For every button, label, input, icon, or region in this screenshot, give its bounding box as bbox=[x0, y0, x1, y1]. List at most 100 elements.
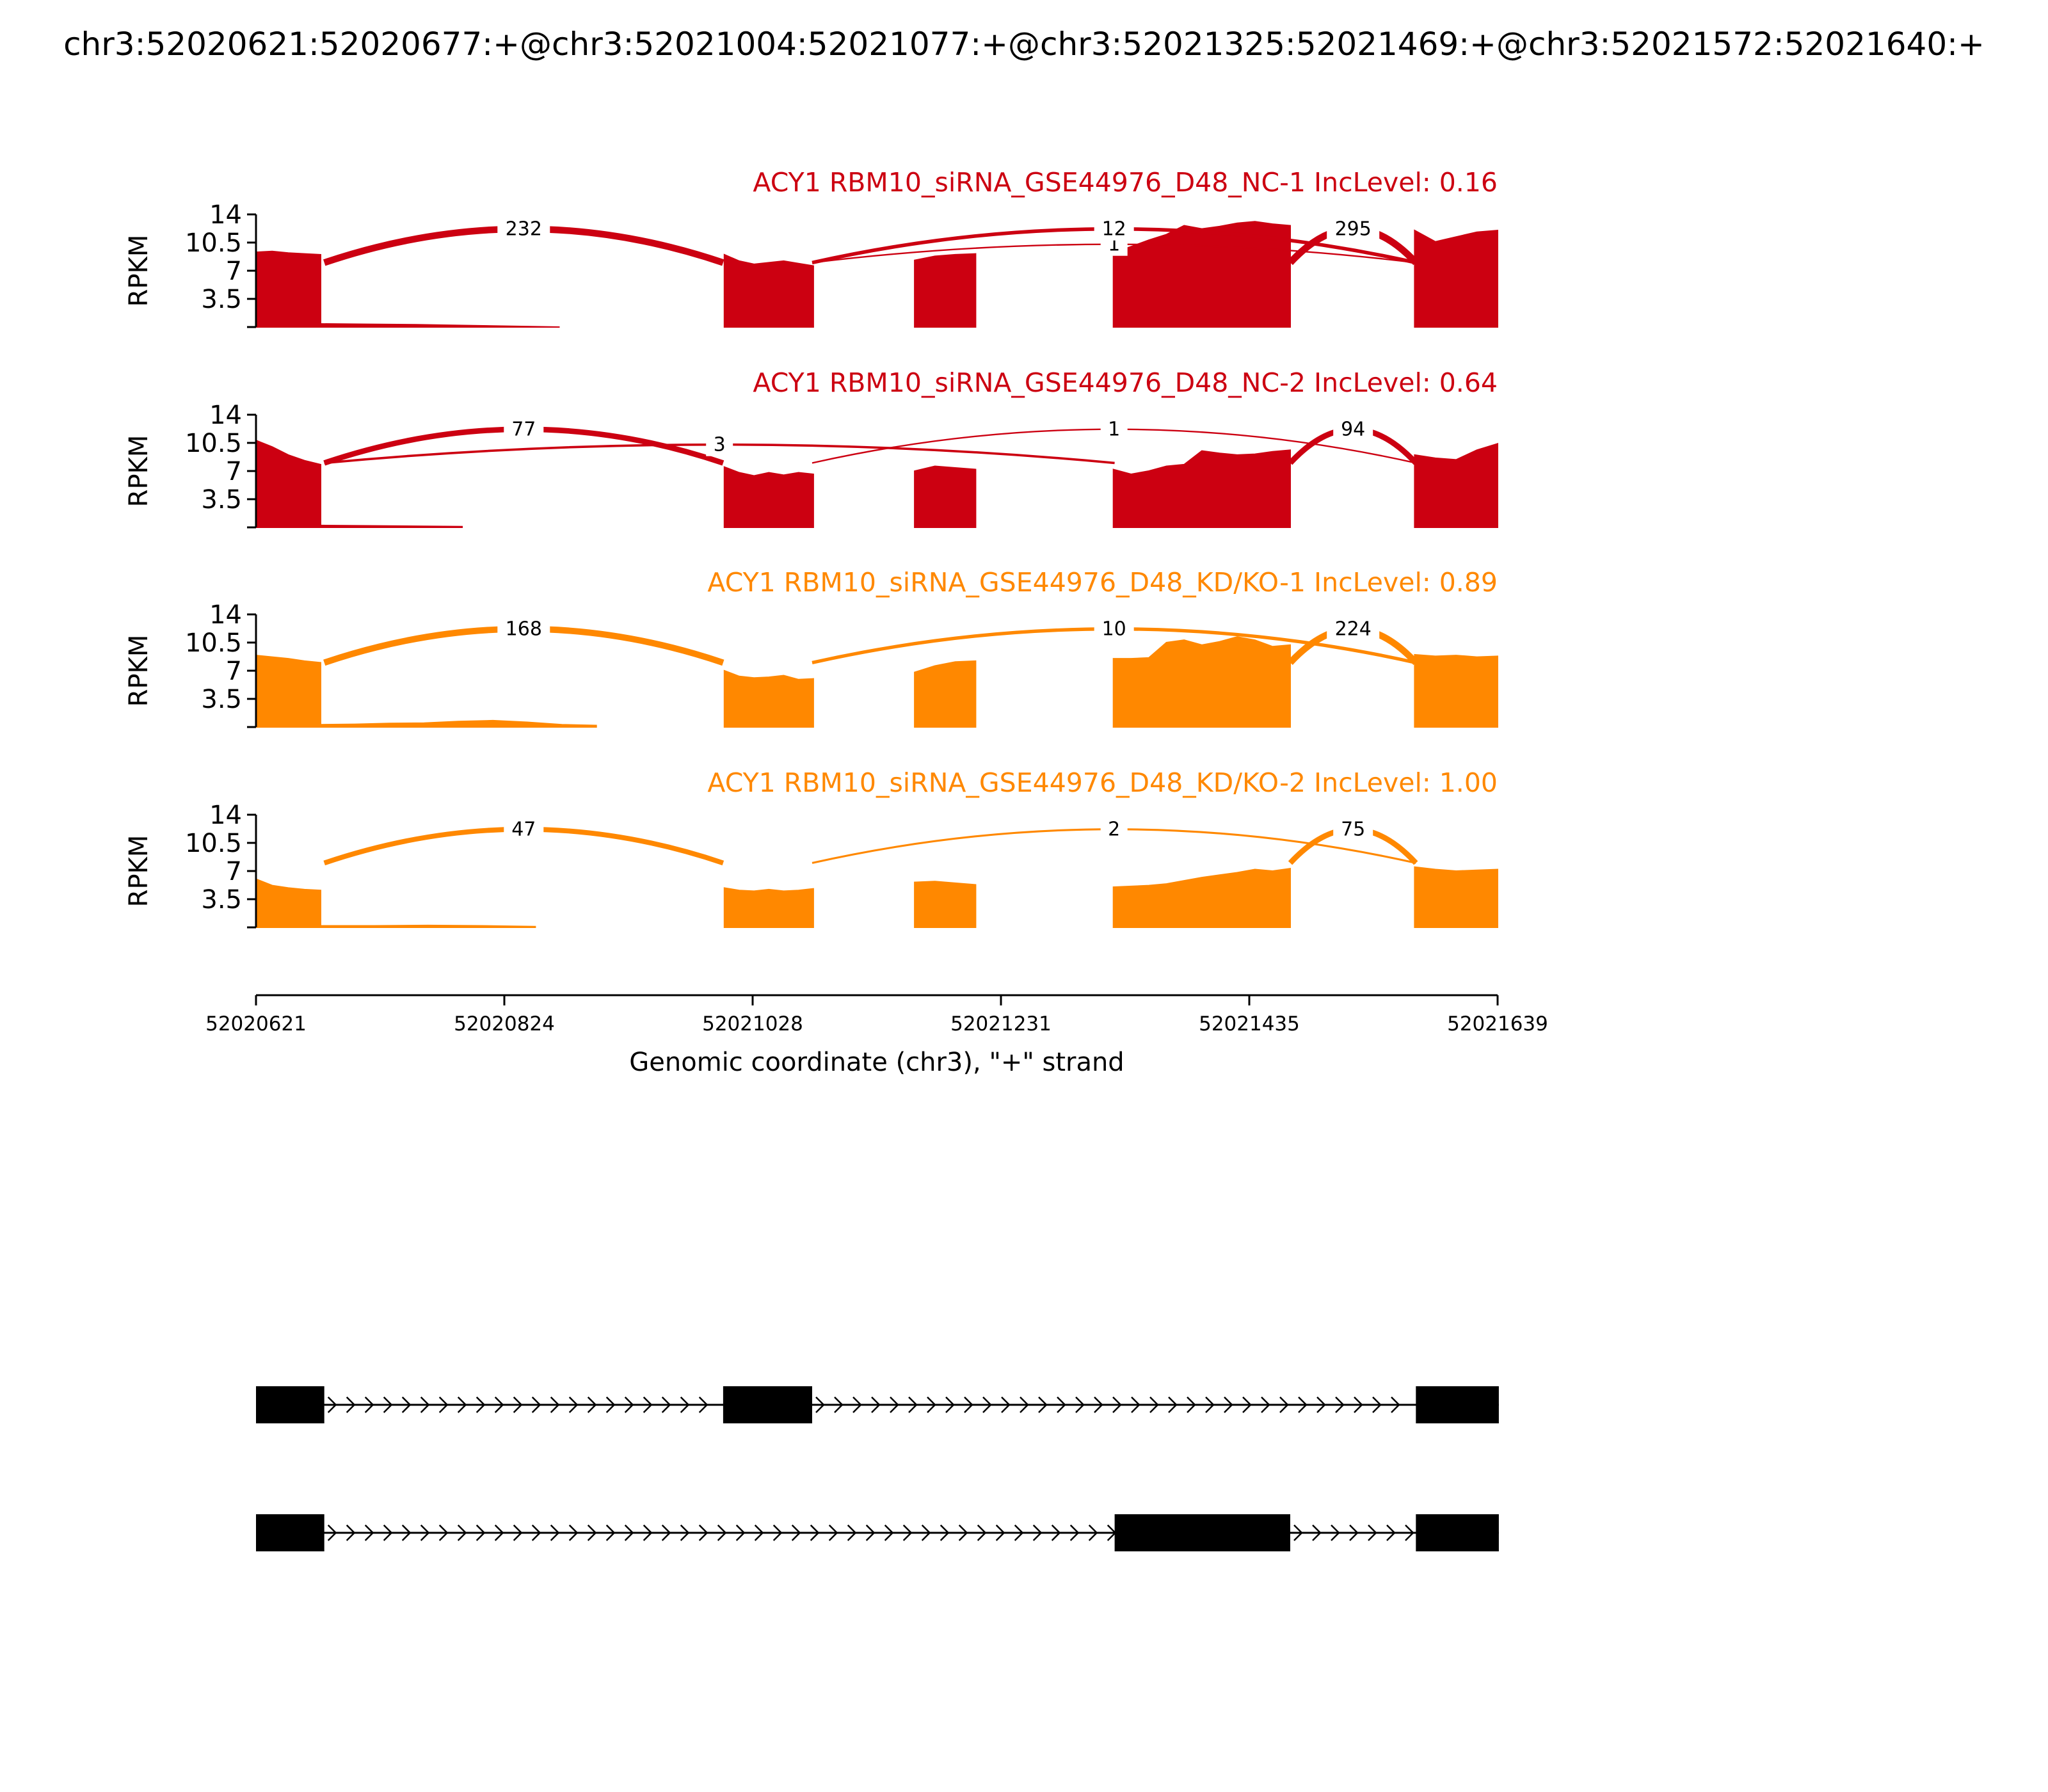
strand-arrow-icon bbox=[513, 1396, 523, 1413]
strand-arrow-icon bbox=[772, 1524, 783, 1541]
strand-arrow-icon bbox=[550, 1524, 560, 1541]
strand-arrow-icon bbox=[661, 1524, 671, 1541]
strand-arrow-icon bbox=[865, 1524, 876, 1541]
strand-arrow-icon bbox=[964, 1396, 973, 1413]
strand-arrow-icon bbox=[977, 1524, 987, 1541]
strand-arrow-icon bbox=[494, 1524, 504, 1541]
y-tick-label: 3.5 bbox=[201, 885, 242, 915]
coverage-area bbox=[914, 253, 977, 328]
strand-arrow-icon bbox=[476, 1396, 486, 1413]
strand-arrow-icon bbox=[1069, 1524, 1080, 1541]
junction-count-label: 232 bbox=[506, 218, 542, 241]
coverage-area bbox=[1414, 653, 1498, 728]
coverage-area bbox=[1414, 866, 1498, 928]
y-tick-label: 7 bbox=[226, 857, 242, 886]
strand-arrow-icon bbox=[401, 1524, 412, 1541]
y-tick-label: 14 bbox=[209, 401, 242, 430]
strand-arrow-icon bbox=[476, 1524, 486, 1541]
coverage-area bbox=[723, 253, 814, 328]
x-tick-label: 52020621 bbox=[205, 1012, 307, 1036]
y-axis-label: RPKM bbox=[124, 635, 154, 707]
panel-label: ACY1 RBM10_siRNA_GSE44976_D48_KD/KO-1 In… bbox=[707, 567, 1498, 598]
strand-arrow-icon bbox=[531, 1396, 541, 1413]
y-tick-label: 7 bbox=[226, 457, 242, 486]
strand-arrow-icon bbox=[327, 1396, 337, 1413]
x-axis-label: Genomic coordinate (chr3), "+" strand bbox=[629, 1048, 1124, 1077]
junction-count-box bbox=[1333, 815, 1373, 841]
strand-arrow-icon bbox=[605, 1524, 616, 1541]
y-tick-label: 10.5 bbox=[185, 628, 242, 658]
strand-arrow-icon bbox=[958, 1524, 968, 1541]
strand-arrow-icon bbox=[438, 1396, 449, 1413]
strand-arrow-icon bbox=[624, 1524, 634, 1541]
panel-label: ACY1 RBM10_siRNA_GSE44976_D48_NC-2 IncLe… bbox=[753, 367, 1498, 398]
y-tick-label: 14 bbox=[209, 600, 242, 630]
coverage-area bbox=[1414, 229, 1498, 328]
strand-arrow-icon bbox=[698, 1396, 708, 1413]
junction-count-box bbox=[497, 614, 550, 641]
junction-count-label: 94 bbox=[1341, 419, 1365, 441]
strand-arrow-icon bbox=[1335, 1396, 1345, 1413]
strand-arrow-icon bbox=[1131, 1396, 1140, 1413]
junction-count-box bbox=[1094, 614, 1134, 641]
exon-block bbox=[1416, 1386, 1499, 1423]
strand-arrow-icon bbox=[1354, 1396, 1363, 1413]
junction-count-box bbox=[1327, 214, 1380, 241]
strand-arrow-icon bbox=[1112, 1396, 1122, 1413]
strand-arrow-icon bbox=[383, 1524, 393, 1541]
panel-label: ACY1 RBM10_siRNA_GSE44976_D48_KD/KO-2 In… bbox=[707, 767, 1498, 798]
exon-block bbox=[256, 1386, 324, 1423]
coverage-area bbox=[320, 524, 463, 528]
coverage-area bbox=[723, 466, 814, 528]
strand-arrow-icon bbox=[908, 1396, 918, 1413]
strand-arrow-icon bbox=[587, 1396, 597, 1413]
junction-count-box bbox=[497, 214, 550, 241]
coverage-area bbox=[914, 660, 977, 728]
strand-arrow-icon bbox=[327, 1524, 337, 1541]
strand-arrow-icon bbox=[754, 1524, 764, 1541]
strand-arrow-icon bbox=[810, 1524, 820, 1541]
strand-arrow-icon bbox=[568, 1524, 579, 1541]
strand-arrow-icon bbox=[661, 1396, 671, 1413]
strand-arrow-icon bbox=[828, 1524, 838, 1541]
strand-arrow-icon bbox=[995, 1524, 1005, 1541]
junction-count-label: 47 bbox=[511, 819, 536, 841]
junction-count-box bbox=[706, 430, 733, 456]
y-axis-label: RPKM bbox=[124, 835, 154, 908]
y-tick-label: 3.5 bbox=[201, 485, 242, 515]
strand-arrow-icon bbox=[1349, 1524, 1359, 1541]
coverage-area bbox=[320, 924, 536, 928]
strand-arrow-icon bbox=[791, 1524, 801, 1541]
panel-label: ACY1 RBM10_siRNA_GSE44976_D48_NC-1 IncLe… bbox=[753, 167, 1498, 198]
junction-count-box bbox=[504, 415, 544, 441]
strand-arrow-icon bbox=[457, 1396, 467, 1413]
strand-arrow-icon bbox=[927, 1396, 936, 1413]
coverage-area bbox=[723, 669, 814, 728]
coverage-area bbox=[255, 439, 321, 528]
strand-arrow-icon bbox=[1205, 1396, 1215, 1413]
strand-arrow-icon bbox=[1312, 1524, 1322, 1541]
y-tick-label: 10.5 bbox=[185, 228, 242, 258]
junction-count-box bbox=[1100, 415, 1128, 441]
strand-arrow-icon bbox=[587, 1524, 597, 1541]
exon-block bbox=[1416, 1514, 1499, 1551]
strand-arrow-icon bbox=[890, 1396, 899, 1413]
strand-arrow-icon bbox=[401, 1396, 412, 1413]
coverage-area bbox=[1112, 868, 1291, 928]
coverage-area bbox=[320, 323, 560, 328]
strand-arrow-icon bbox=[1242, 1396, 1252, 1413]
strand-arrow-icon bbox=[457, 1524, 467, 1541]
y-tick-label: 10.5 bbox=[185, 829, 242, 858]
y-tick-label: 3.5 bbox=[201, 685, 242, 714]
strand-arrow-icon bbox=[1075, 1396, 1085, 1413]
junction-count-label: 2 bbox=[1108, 819, 1120, 841]
strand-arrow-icon bbox=[420, 1524, 430, 1541]
strand-arrow-icon bbox=[921, 1524, 931, 1541]
strand-arrow-icon bbox=[1405, 1524, 1414, 1541]
junction-count-label: 1 bbox=[1108, 419, 1120, 441]
strand-arrow-icon bbox=[1224, 1396, 1233, 1413]
strand-arrow-icon bbox=[1094, 1396, 1103, 1413]
strand-arrow-icon bbox=[643, 1524, 653, 1541]
strand-arrow-icon bbox=[1020, 1396, 1029, 1413]
